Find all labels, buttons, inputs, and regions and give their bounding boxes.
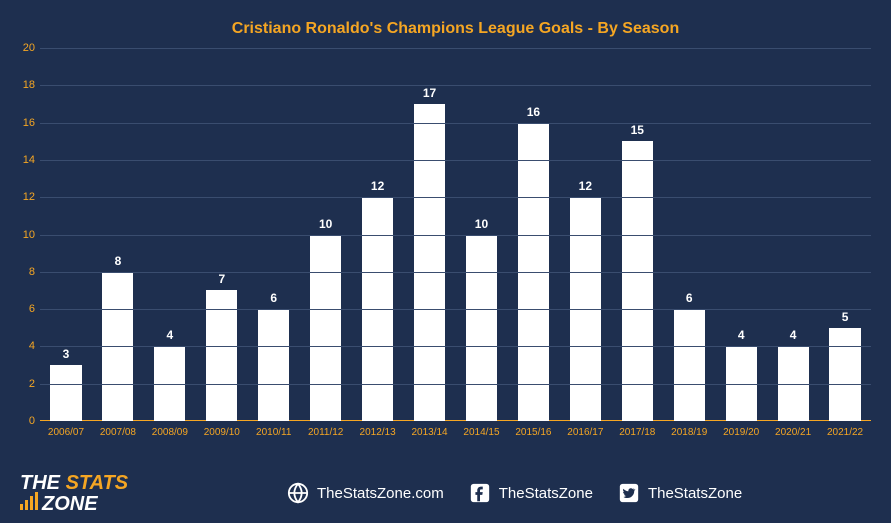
bar-value-label: 10 [475, 217, 488, 231]
bar: 10 [466, 235, 497, 422]
twitter-icon [618, 482, 640, 504]
bar: 5 [829, 328, 860, 421]
logo-text-block: THE STATS ZONE [20, 474, 128, 513]
bar: 6 [674, 309, 705, 421]
grid-line [40, 235, 871, 236]
facebook-text: TheStatsZone [499, 485, 593, 502]
bar-value-label: 7 [218, 272, 225, 286]
bar-value-label: 4 [790, 328, 797, 342]
website-link[interactable]: TheStatsZone.com [287, 482, 444, 504]
y-tick-label: 8 [10, 266, 35, 278]
x-tick-label: 2012/13 [360, 427, 396, 438]
y-tick-label: 14 [10, 154, 35, 166]
logo-text-pre: THE [20, 472, 66, 494]
bar: 15 [622, 141, 653, 421]
y-tick-label: 6 [10, 303, 35, 315]
logo: THE STATS ZONE [20, 474, 128, 513]
bar-value-label: 3 [63, 347, 70, 361]
bar-value-label: 4 [167, 328, 174, 342]
chart-title: Cristiano Ronaldo's Champions League Goa… [40, 20, 871, 38]
logo-text-accent: STATS [66, 472, 129, 494]
y-tick-label: 16 [10, 117, 35, 129]
x-tick-label: 2018/19 [671, 427, 707, 438]
bar-value-label: 6 [270, 291, 277, 305]
x-tick-label: 2020/21 [775, 427, 811, 438]
y-tick-label: 0 [10, 415, 35, 427]
x-tick-label: 2015/16 [515, 427, 551, 438]
bar: 6 [258, 309, 289, 421]
bar-value-label: 8 [115, 254, 122, 268]
x-tick-label: 2017/18 [619, 427, 655, 438]
logo-text-zone: ZONE [42, 493, 98, 515]
y-tick-label: 2 [10, 378, 35, 390]
bar-value-label: 12 [579, 179, 592, 193]
x-tick-label: 2007/08 [100, 427, 136, 438]
bar-value-label: 6 [686, 291, 693, 305]
bar-value-label: 10 [319, 217, 332, 231]
website-text: TheStatsZone.com [317, 485, 444, 502]
grid-line [40, 272, 871, 273]
x-tick-label: 2019/20 [723, 427, 759, 438]
y-tick-label: 4 [10, 340, 35, 352]
logo-line1: THE STATS [20, 474, 128, 492]
grid-line [40, 309, 871, 310]
x-tick-label: 2013/14 [411, 427, 447, 438]
x-tick-label: 2016/17 [567, 427, 603, 438]
bar-value-label: 15 [631, 123, 644, 137]
grid-line [40, 85, 871, 86]
bar-value-label: 5 [842, 310, 849, 324]
grid-line [40, 197, 871, 198]
x-tick-label: 2011/12 [308, 427, 343, 438]
chart-plot: 32006/0782007/0842008/0972009/1062010/11… [40, 48, 871, 421]
y-tick-label: 12 [10, 191, 35, 203]
bar-value-label: 16 [527, 105, 540, 119]
x-tick-label: 2021/22 [827, 427, 863, 438]
twitter-text: TheStatsZone [648, 485, 742, 502]
social-links: TheStatsZone.com TheStatsZone TheStatsZo… [158, 482, 871, 504]
facebook-link[interactable]: TheStatsZone [469, 482, 593, 504]
x-tick-label: 2006/07 [48, 427, 84, 438]
grid-line [40, 346, 871, 347]
bar-value-label: 17 [423, 86, 436, 100]
bar: 17 [414, 104, 445, 421]
bar: 3 [50, 365, 81, 421]
bar-value-label: 12 [371, 179, 384, 193]
grid-line [40, 48, 871, 49]
grid-line [40, 384, 871, 385]
bar-value-label: 4 [738, 328, 745, 342]
x-tick-label: 2009/10 [204, 427, 240, 438]
y-tick-label: 18 [10, 79, 35, 91]
x-tick-label: 2008/09 [152, 427, 188, 438]
globe-icon [287, 482, 309, 504]
footer: THE STATS ZONE TheStatsZone.com TheStats… [0, 463, 891, 523]
logo-line2: ZONE [20, 492, 128, 513]
grid-line [40, 160, 871, 161]
twitter-link[interactable]: TheStatsZone [618, 482, 742, 504]
facebook-icon [469, 482, 491, 504]
y-tick-label: 10 [10, 229, 35, 241]
chart-container: Cristiano Ronaldo's Champions League Goa… [40, 20, 871, 443]
x-tick-label: 2014/15 [463, 427, 499, 438]
logo-bars-icon [20, 492, 38, 510]
y-tick-label: 20 [10, 42, 35, 54]
bar: 10 [310, 235, 341, 422]
x-tick-label: 2010/11 [256, 427, 291, 438]
grid-line [40, 123, 871, 124]
